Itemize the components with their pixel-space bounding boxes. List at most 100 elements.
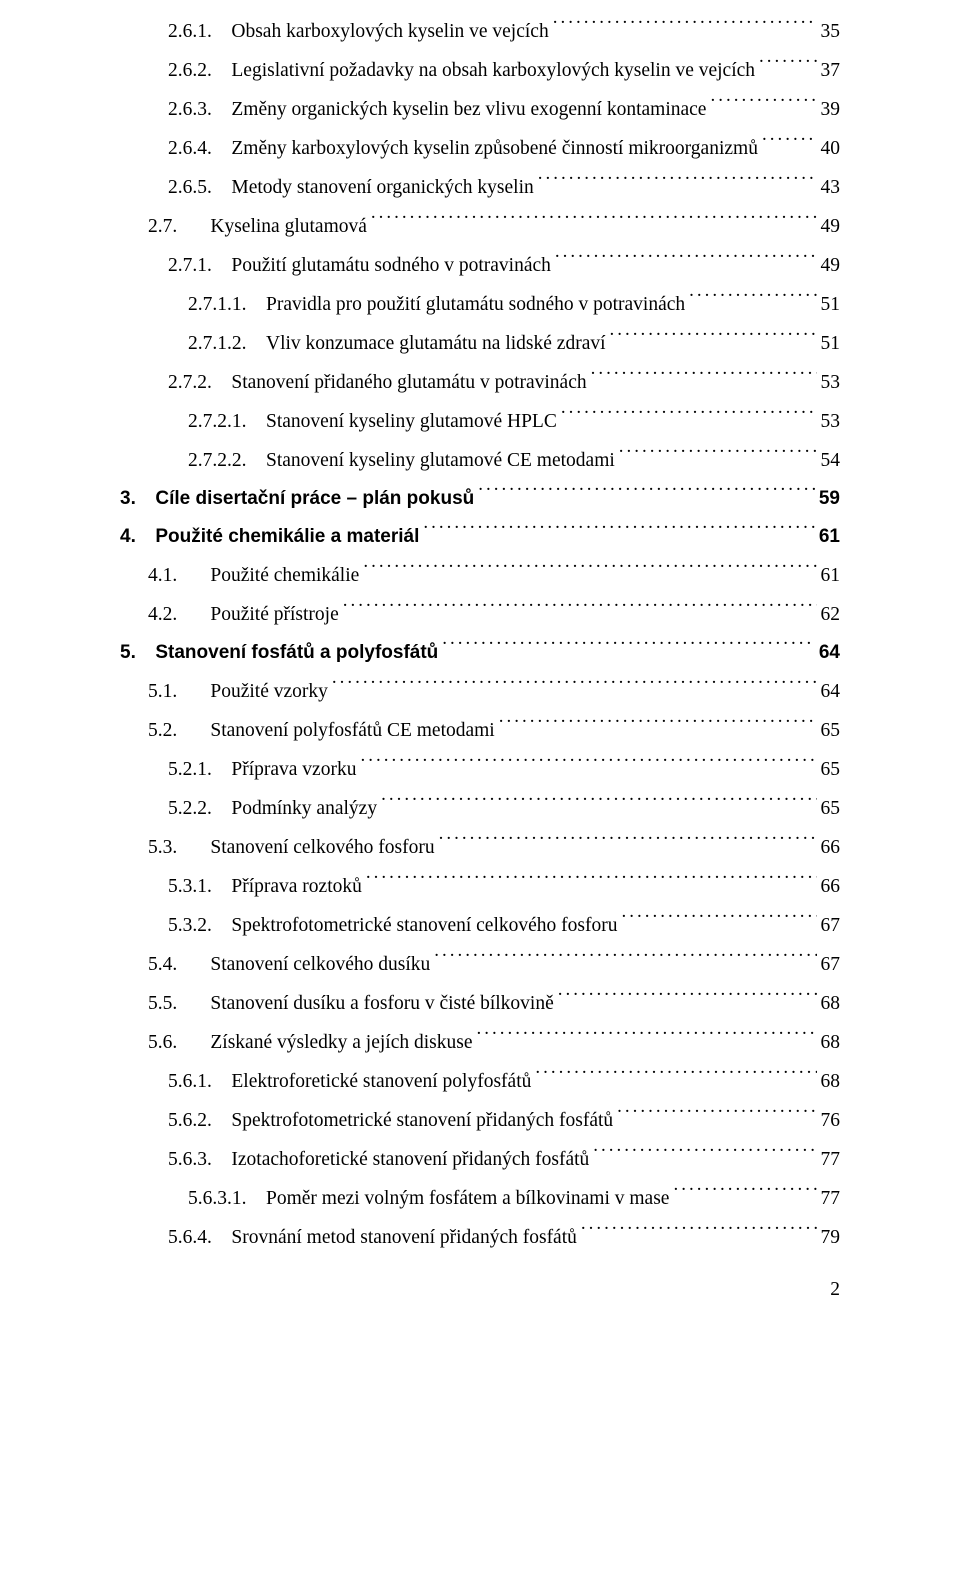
toc-entry: 2.6.3. Změny organických kyselin bez vliv… [120,90,840,129]
toc-entry-page: 68 [821,1062,841,1101]
toc-leader-dots [710,92,816,115]
toc-leader-dots [439,830,817,853]
toc-entry-title: Srovnání metod stanovení přidaných fosfá… [231,1218,577,1257]
toc-entry: 5.6.1. Elektroforetické stanovení polyfos… [120,1062,840,1101]
toc-entry-title: Změny karboxylových kyselin způsobené či… [231,129,758,168]
toc-entry: 5.2.Stanovení polyfosfátů CE metodami65 [120,711,840,750]
toc-entry-number: 2.7.1. [168,246,212,285]
toc-entry-number: 2.7.1.1. [188,285,247,324]
toc-entry-number: 2.7. [148,207,177,246]
toc-entry-page: 61 [819,518,840,556]
toc-entry-title: Stanovení celkového fosforu [210,828,434,867]
toc-entry-number: 4.1. [148,556,177,595]
toc-leader-dots [423,519,814,542]
toc-entry-page: 51 [821,324,841,363]
toc-leader-dots [673,1181,816,1204]
toc-leader-dots [363,558,816,581]
toc-entry-page: 53 [821,402,841,441]
toc-entry-page: 37 [821,51,841,90]
toc-entry-title: Elektroforetické stanovení polyfosfátů [231,1062,531,1101]
toc-entry: 4.Použité chemikálie a materiál61 [120,518,840,556]
toc-entry-title: Obsah karboxylových kyselin ve vejcích [231,12,548,51]
toc-entry-number: 2.6.3. [168,90,212,129]
toc-leader-dots [343,597,817,620]
toc-entry: 5.6.3.Izotachoforetické stanovení přidan… [120,1140,840,1179]
toc-leader-dots [535,1064,816,1087]
page-number: 2 [120,1279,840,1301]
toc-entry-title: Změny organických kyselin bez vlivu exog… [231,90,706,129]
toc-entry: 4.2.Použité přístroje62 [120,595,840,634]
toc-leader-dots [434,947,816,970]
toc-entry: 2.6.2.Legislativní požadavky na obsah ka… [120,51,840,90]
toc-leader-dots [591,365,817,388]
toc-leader-dots [381,791,816,814]
toc-entry-page: 68 [821,1023,841,1062]
toc-entry-number: 5.3.1. [168,867,212,906]
toc-leader-dots [759,53,816,76]
toc-entry-number: 4.2. [148,595,177,634]
toc-entry-number: 5.6.3. [168,1140,212,1179]
toc-entry-number: 4. [120,518,136,556]
toc-leader-dots [366,869,817,892]
toc-entry-page: 39 [821,90,841,129]
toc-entry-page: 79 [821,1218,841,1257]
toc-entry-title: Příprava vzorku [231,750,356,789]
toc-entry-number: 5.2.1. [168,750,212,789]
toc-entry: 5.5.Stanovení dusíku a fosforu v čisté b… [120,984,840,1023]
toc-entry-number: 3. [120,480,136,518]
toc-leader-dots [558,986,817,1009]
toc-entry-title: Stanovení polyfosfátů CE metodami [210,711,494,750]
toc-leader-dots [553,14,817,37]
toc-entry-number: 2.7.2. [168,363,212,402]
toc-entry-page: 66 [821,828,841,867]
toc-entry: 2.7.2. Stanovení přidaného glutamátu v po… [120,363,840,402]
toc-entry: 5.4.Stanovení celkového dusíku67 [120,945,840,984]
toc-entry-title: Pravidla pro použití glutamátu sodného v… [266,285,685,324]
toc-leader-dots [593,1142,816,1165]
toc-leader-dots [610,326,817,349]
toc-entry-number: 2.7.2.1. [188,402,247,441]
toc-entry: 2.6.1.Obsah karboxylových kyselin ve vej… [120,12,840,51]
toc-entry: 5.3. Stanovení celkového fosforu 66 [120,828,840,867]
toc-entry-title: Stanovení fosfátů a polyfosfátů [155,634,438,672]
toc-entry: 5.6.Získané výsledky a jejích diskuse68 [120,1023,840,1062]
toc-entry-page: 61 [821,556,841,595]
toc-entry-title: Použité chemikálie [210,556,359,595]
toc-leader-dots [762,131,817,154]
toc-leader-dots [581,1220,817,1243]
toc-entry-page: 49 [821,246,841,285]
toc-leader-dots [477,1025,817,1048]
toc-entry-number: 2.7.1.2. [188,324,247,363]
toc-entry-number: 5.6. [148,1023,177,1062]
toc-entry-page: 43 [821,168,841,207]
toc-entry: 5.Stanovení fosfátů a polyfosfátů64 [120,634,840,672]
toc-entry-number: 5.3. [148,828,177,867]
toc-leader-dots [689,287,816,310]
toc-entry: 2.6.4.Změny karboxylových kyselin způsob… [120,129,840,168]
toc-entry-number: 5.2.2. [168,789,212,828]
toc-entry-title: Poměr mezi volným fosfátem a bílkovinami… [266,1179,669,1218]
toc-entry-title: Stanovení přidaného glutamátu v potravin… [231,363,586,402]
toc-entry-page: 66 [821,867,841,906]
toc-entry-number: 5. [120,634,136,672]
toc-entry-number: 2.6.5. [168,168,212,207]
toc-entry-title: Kyselina glutamová [210,207,367,246]
toc-entry-number: 5.6.1. [168,1062,212,1101]
toc-entry: 2.7.1.1. Pravidla pro použití glutamátu s… [120,285,840,324]
toc-entry-number: 5.6.3.1. [188,1179,247,1218]
toc-entry-page: 64 [821,672,841,711]
toc-entry-page: 40 [821,129,841,168]
toc-entry-title: Stanovení celkového dusíku [210,945,430,984]
toc-entry-page: 59 [819,480,840,518]
toc-entry-number: 5.6.4. [168,1218,212,1257]
toc-entry-title: Podmínky analýzy [231,789,377,828]
toc-entry: 5.6.2.Spektrofotometrické stanovení přid… [120,1101,840,1140]
toc-entry: 5.3.2.Spektrofotometrické stanovení celk… [120,906,840,945]
toc-entry-title: Spektrofotometrické stanovení přidaných … [231,1101,613,1140]
toc-entry-title: Metody stanovení organických kyselin [231,168,533,207]
toc-entry: 2.6.5. Metody stanovení organických kysel… [120,168,840,207]
toc-entry: 5.2.1.Příprava vzorku65 [120,750,840,789]
toc-entry-title: Použité přístroje [210,595,338,634]
toc-entry-number: 2.6.2. [168,51,212,90]
toc-entry-title: Vliv konzumace glutamátu na lidské zdrav… [266,324,606,363]
